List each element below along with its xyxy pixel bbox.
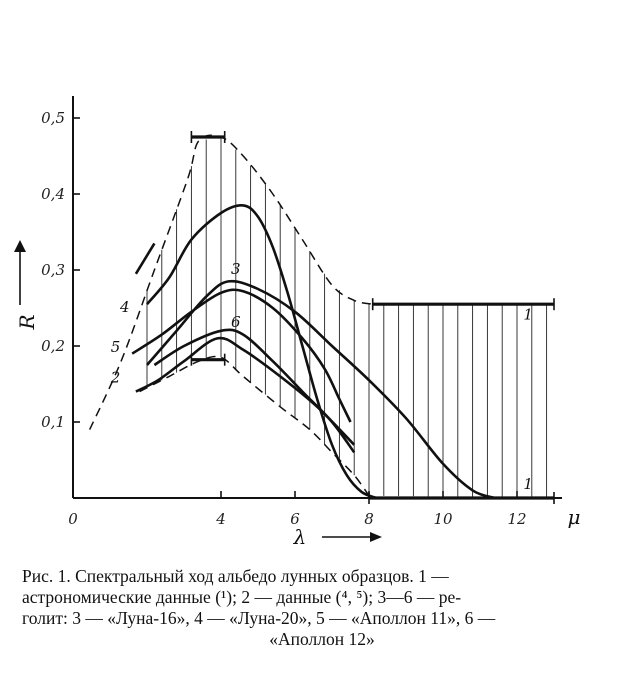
curve-3 — [146, 279, 496, 500]
y-tick-label: 0,4 — [41, 185, 65, 203]
curve-2 — [134, 242, 156, 275]
y-tick-label: 0,5 — [41, 109, 65, 127]
curve-4 — [146, 204, 377, 500]
curve-label-6: 6 — [231, 313, 241, 331]
x-axis-label: λ — [293, 525, 307, 549]
x-axis-arrow-head — [370, 532, 382, 542]
y-tick-label: 0,1 — [41, 413, 65, 431]
y-tick-label: 0,3 — [41, 261, 65, 279]
curve-label-1: 1 — [523, 475, 533, 493]
caption-line-1: Рис. 1. Спектральный ход альбедо лунных … — [22, 566, 449, 586]
x-tick-label: 4 — [215, 510, 226, 528]
curve-5 — [131, 288, 352, 423]
curve-6 — [153, 328, 356, 454]
x-tick-label: 6 — [290, 510, 300, 528]
axis-ticks: 0,1 0,2 0,3 0,4 0,5 0 4 6 8 10 12 — [41, 109, 526, 528]
curves — [131, 131, 555, 504]
y-axis-arrow-head — [14, 240, 26, 252]
curve-labels: 1 1 2 3 4 5 6 — [110, 260, 533, 493]
curve-label-4: 4 — [119, 298, 130, 316]
caption-line-4: «Аполлон 12» — [269, 629, 375, 649]
x-axis-unit: μ — [568, 505, 581, 529]
y-tick-label: 0,2 — [41, 337, 65, 355]
y-axis-label: R — [15, 314, 39, 330]
curve-label-3: 3 — [231, 260, 241, 278]
x-tick-label: 0 — [68, 510, 78, 528]
curve-label-2: 2 — [110, 368, 121, 386]
caption-line-2: астрономические данные (¹); 2 — данные (… — [22, 587, 462, 607]
x-tick-label: 10 — [433, 510, 453, 528]
curve-label-1: 1 — [523, 305, 533, 323]
x-tick-label: 12 — [507, 510, 526, 528]
caption-line-3: голит: 3 — «Луна-16», 4 — «Луна-20», 5 —… — [22, 608, 496, 628]
x-tick-label: 8 — [364, 510, 374, 528]
band-lower-boundary — [139, 355, 370, 497]
curve-label-5: 5 — [111, 338, 121, 356]
figure-caption: Рис. 1. Спектральный ход альбедо лунных … — [22, 566, 622, 650]
